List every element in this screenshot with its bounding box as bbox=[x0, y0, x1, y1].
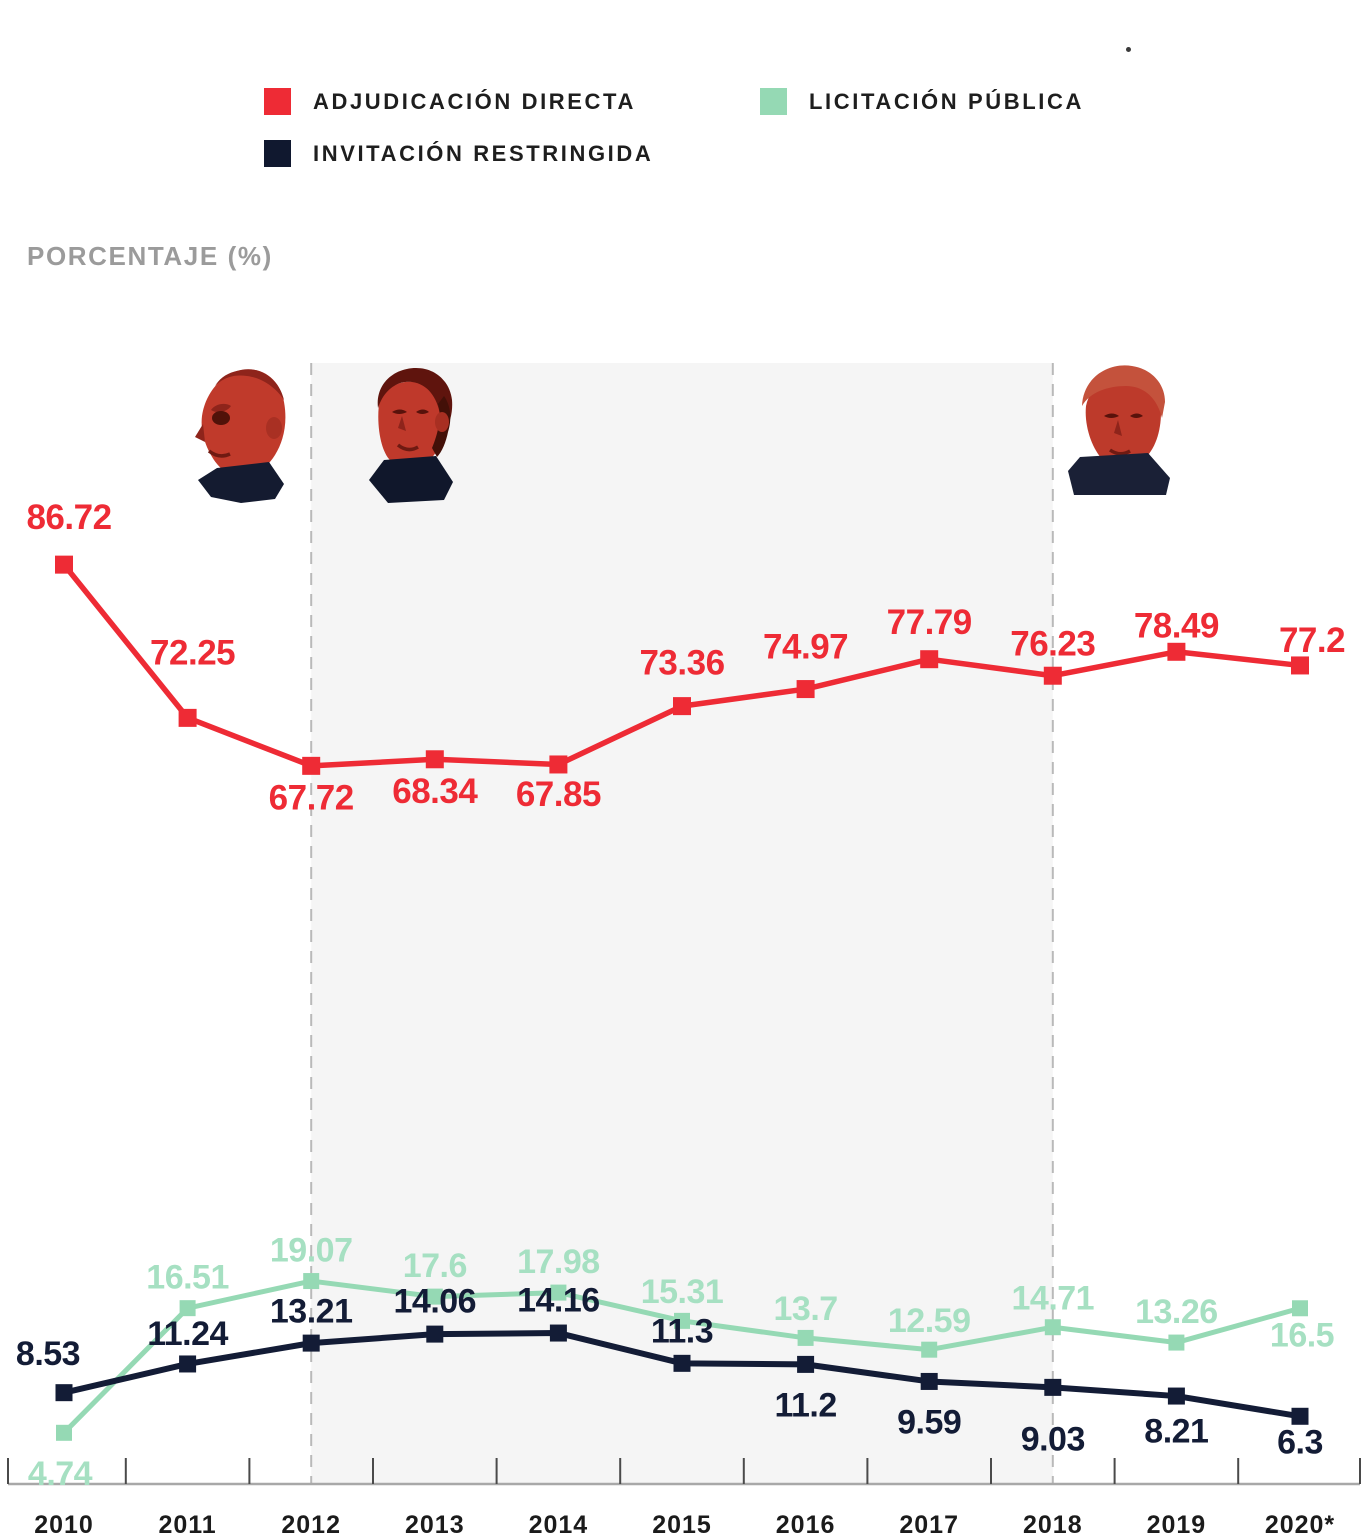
data-point-marker bbox=[179, 1355, 197, 1373]
value-label: 11.24 bbox=[147, 1315, 228, 1353]
x-axis-year-label: 2015 bbox=[652, 1511, 712, 1536]
value-label: 14.71 bbox=[1012, 1279, 1095, 1317]
x-axis-year-label: 2020* bbox=[1265, 1511, 1335, 1536]
legend-item-licitacion-publica: LICITACIÓN PÚBLICA bbox=[760, 88, 1084, 115]
data-point-marker bbox=[797, 1355, 815, 1373]
value-label: 14.16 bbox=[517, 1281, 600, 1319]
value-label: 17.6 bbox=[403, 1247, 467, 1285]
value-label: 12.59 bbox=[888, 1302, 971, 1340]
value-label: 11.3 bbox=[651, 1313, 713, 1351]
x-axis-year-label: 2012 bbox=[281, 1511, 341, 1536]
data-point-marker bbox=[797, 1329, 814, 1346]
value-label: 4.74 bbox=[28, 1455, 93, 1493]
value-label: 15.31 bbox=[641, 1273, 724, 1311]
data-point-marker bbox=[55, 1384, 73, 1402]
data-point-marker bbox=[1044, 1378, 1062, 1396]
stray-dot bbox=[1126, 47, 1131, 52]
data-point-marker bbox=[549, 755, 568, 774]
x-axis-year-label: 2010 bbox=[34, 1511, 94, 1536]
data-point-marker bbox=[673, 1354, 691, 1372]
data-point-marker bbox=[426, 1325, 444, 1343]
value-label: 19.07 bbox=[270, 1231, 353, 1269]
data-point-marker bbox=[302, 1334, 320, 1352]
data-point-marker bbox=[425, 750, 444, 769]
data-point-marker bbox=[921, 1341, 938, 1358]
value-label: 8.21 bbox=[1144, 1412, 1208, 1450]
data-point-marker bbox=[179, 1300, 196, 1317]
value-label: 78.49 bbox=[1134, 606, 1219, 645]
value-label: 16.51 bbox=[146, 1258, 229, 1296]
value-label: 14.06 bbox=[394, 1282, 477, 1320]
data-point-marker bbox=[1167, 642, 1186, 661]
value-label: 13.21 bbox=[270, 1292, 353, 1330]
legend-item-invitacion-restringida: INVITACIÓN RESTRINGIDA bbox=[264, 140, 653, 167]
value-label: 73.36 bbox=[639, 644, 724, 683]
value-label: 16.5 bbox=[1270, 1317, 1334, 1355]
value-label: 8.53 bbox=[16, 1335, 80, 1373]
value-label: 76.23 bbox=[1010, 624, 1095, 663]
value-label: 67.72 bbox=[269, 778, 354, 817]
data-point-marker bbox=[920, 1372, 938, 1390]
x-axis-year-label: 2016 bbox=[776, 1511, 836, 1536]
plot-area: 2010 2011 2012 2013 2014 2015 2016 2017 2018 2019… bbox=[7, 363, 1361, 1536]
x-axis-year-label: 2017 bbox=[899, 1511, 959, 1536]
data-point-marker bbox=[178, 708, 197, 727]
president-pena-nieto-portrait-icon bbox=[369, 368, 453, 503]
data-point-marker bbox=[1292, 1300, 1308, 1317]
data-point-marker bbox=[1291, 1407, 1309, 1425]
legend-item-adjudicacion-directa: ADJUDICACIÓN DIRECTA bbox=[264, 88, 636, 115]
invitacion-restringida-swatch-icon bbox=[264, 140, 291, 167]
data-point-marker bbox=[56, 1424, 72, 1441]
data-point-marker bbox=[550, 1284, 567, 1301]
data-point-marker bbox=[796, 680, 815, 699]
president-calderon-portrait-icon bbox=[195, 369, 286, 503]
x-axis-year-label: 2014 bbox=[529, 1511, 589, 1536]
data-point-marker bbox=[303, 1273, 320, 1290]
data-point-marker bbox=[549, 1324, 567, 1342]
value-label: 11.2 bbox=[774, 1387, 836, 1425]
x-axis-year-label: 2018 bbox=[1023, 1511, 1083, 1536]
x-axis-year-label: 2011 bbox=[158, 1511, 216, 1536]
value-label: 77.79 bbox=[887, 603, 972, 642]
licitacion-publica-swatch-icon bbox=[760, 88, 787, 115]
value-label: 9.03 bbox=[1021, 1421, 1085, 1459]
legend-label: INVITACIÓN RESTRINGIDA bbox=[313, 140, 654, 166]
x-axis-year-label: 2019 bbox=[1147, 1511, 1207, 1536]
value-label: 17.98 bbox=[517, 1243, 600, 1281]
value-label: 9.59 bbox=[897, 1404, 961, 1442]
data-point-marker bbox=[1167, 1387, 1185, 1405]
data-point-marker bbox=[1044, 1319, 1061, 1336]
value-label: 13.7 bbox=[774, 1290, 838, 1328]
president-portraits bbox=[195, 365, 1170, 503]
legend-label: ADJUDICACIÓN DIRECTA bbox=[313, 88, 636, 114]
data-point-marker bbox=[1291, 656, 1309, 675]
data-point-marker bbox=[426, 1288, 443, 1305]
value-label: 77.2 bbox=[1279, 621, 1345, 660]
data-point-marker bbox=[302, 756, 321, 775]
value-label: 13.26 bbox=[1135, 1293, 1218, 1331]
adjudicacion-directa-swatch-icon bbox=[264, 88, 291, 115]
data-point-marker bbox=[1168, 1334, 1185, 1351]
value-label: 68.34 bbox=[392, 772, 478, 811]
value-label: 6.3 bbox=[1277, 1424, 1323, 1462]
value-label: 67.85 bbox=[516, 775, 601, 814]
value-label: 74.97 bbox=[763, 628, 848, 667]
legend-label: LICITACIÓN PÚBLICA bbox=[809, 88, 1084, 114]
data-point-marker bbox=[673, 697, 691, 716]
value-label: 72.25 bbox=[150, 633, 235, 672]
data-point-marker bbox=[55, 555, 73, 574]
data-point-marker bbox=[674, 1312, 690, 1329]
y-axis-label: PORCENTAJE (%) bbox=[27, 241, 273, 271]
data-point-marker bbox=[1043, 666, 1062, 685]
president-amlo-portrait-icon bbox=[1068, 365, 1170, 495]
x-axis-year-label: 2013 bbox=[405, 1511, 465, 1536]
value-label: 86.72 bbox=[26, 498, 111, 537]
data-point-marker bbox=[920, 650, 939, 669]
